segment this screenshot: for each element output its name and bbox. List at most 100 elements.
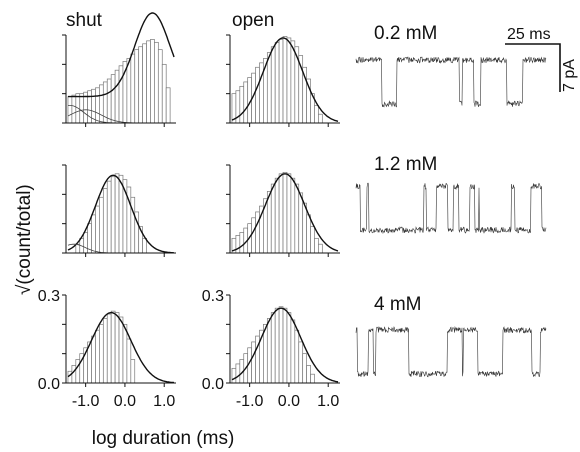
histogram-panels: 0.0 0.3 -1.0 0.0 1.0 0.0 0.3 -1.0 0.0 1.0 [38, 12, 340, 410]
y-tick-label: 0.3 [202, 288, 224, 305]
current-trace-line [355, 56, 547, 108]
histogram-bar [318, 243, 323, 254]
y-tick-label: 0.0 [202, 376, 224, 393]
histogram-bar [165, 87, 171, 124]
histogram-bar [150, 39, 155, 124]
current-trace-line [355, 326, 547, 378]
current-trace-0 [355, 56, 547, 108]
histogram-bar [298, 192, 304, 254]
histogram-bar [274, 41, 280, 124]
histogram-bar [243, 81, 249, 124]
scale-bar-current-label: 7 pA [561, 59, 578, 92]
histogram-bar [95, 87, 100, 124]
y-tick-label: 0.0 [38, 376, 60, 393]
histogram-bar [270, 46, 276, 124]
y-tick-label: 0.3 [38, 288, 60, 305]
histogram-bar [110, 176, 116, 254]
histogram-bar [102, 188, 108, 254]
histogram-bar [282, 307, 288, 384]
histogram-bar [310, 373, 315, 384]
histogram-bar [290, 177, 296, 254]
fit-curve [231, 173, 339, 252]
histogram-bar [306, 214, 311, 254]
histogram-bar [138, 46, 143, 124]
histogram-bar [274, 307, 280, 384]
fit-curve [231, 307, 339, 383]
histogram-bar [314, 237, 319, 254]
column-title-open: open [232, 10, 274, 31]
histogram-bar [278, 306, 284, 384]
histogram-bar [290, 319, 296, 384]
histogram-bar [255, 211, 260, 254]
histogram-bar [75, 359, 81, 384]
histogram-bar [251, 217, 256, 254]
histogram-bar [161, 63, 167, 124]
histogram-bar [298, 341, 304, 384]
fit-curve [68, 12, 175, 98]
histogram-bar [286, 173, 292, 254]
histogram-bar [239, 85, 245, 124]
concentration-label-1: 1.2 mM [374, 154, 437, 175]
histogram-bar [274, 177, 280, 254]
histogram-bar [118, 174, 124, 254]
current-trace-2 [355, 326, 547, 378]
histogram-1 [226, 34, 340, 127]
histogram-bar [235, 363, 241, 384]
histogram-bar [255, 66, 260, 124]
x-tick-label: -1.0 [72, 393, 100, 410]
x-tick-label: 0.0 [114, 393, 136, 410]
histogram-bar [270, 312, 276, 384]
histogram-4: 0.0 0.3 -1.0 0.0 1.0 [38, 288, 176, 410]
histogram-bar [122, 323, 128, 384]
histogram-bar [126, 338, 132, 384]
histogram-bar [130, 53, 136, 124]
histogram-bar [95, 329, 100, 384]
x-tick-label: 1.0 [317, 393, 339, 410]
fit-curve [67, 311, 175, 384]
histogram-bar [114, 173, 120, 254]
histogram-bar [310, 226, 315, 254]
histogram-bar [290, 40, 296, 124]
histogram-bar [266, 191, 272, 254]
column-title-shut: shut [66, 10, 103, 31]
histogram-bar [294, 183, 300, 254]
scale-bar-time-label: 25 ms [507, 26, 551, 43]
fit-curve [67, 174, 174, 254]
histogram-bar [118, 65, 124, 124]
x-tick-label: 1.0 [153, 393, 175, 410]
histogram-bar [294, 329, 300, 384]
current-trace-1 [355, 182, 547, 235]
histogram-bar [102, 318, 108, 384]
fit-curve [231, 37, 339, 122]
histogram-bar [87, 90, 92, 124]
histogram-bar [142, 237, 147, 254]
histogram-bar [146, 40, 151, 124]
histogram-bar [99, 84, 104, 124]
histogram-bar [110, 310, 116, 384]
histogram-2 [62, 164, 176, 257]
histogram-5: 0.0 0.3 -1.0 0.0 1.0 [202, 288, 340, 410]
histogram-bar [71, 94, 77, 124]
histogram-bar [154, 41, 159, 124]
histogram-bar [306, 365, 311, 384]
concentration-label-0: 0.2 mM [374, 23, 437, 44]
histogram-bar [157, 49, 163, 124]
current-trace-line [355, 182, 547, 235]
x-axis-label: log duration (ms) [92, 428, 235, 449]
histogram-bar [126, 58, 132, 124]
histogram-bar [75, 243, 81, 254]
single-channel-traces [355, 56, 547, 378]
histogram-bar [266, 52, 272, 124]
histogram-bar [266, 318, 272, 384]
histogram-bar [235, 235, 241, 254]
histogram-bar [91, 214, 96, 254]
histogram-bar [251, 341, 256, 384]
histogram-bar [71, 365, 77, 384]
histogram-bar [286, 37, 292, 124]
histogram-bar [114, 312, 120, 384]
histogram-bar [282, 36, 288, 124]
histogram-bar [106, 78, 112, 124]
histogram-bar [142, 43, 147, 124]
histogram-bar [282, 171, 288, 254]
